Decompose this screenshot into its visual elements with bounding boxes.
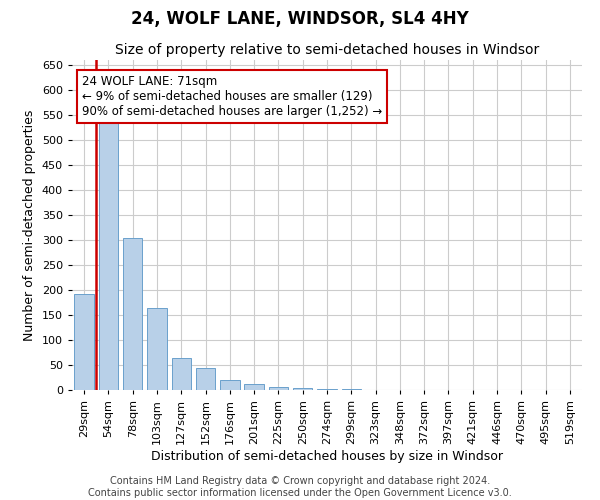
- Text: 24, WOLF LANE, WINDSOR, SL4 4HY: 24, WOLF LANE, WINDSOR, SL4 4HY: [131, 10, 469, 28]
- Bar: [244, 384, 264, 390]
- Bar: [293, 388, 313, 390]
- Bar: [123, 238, 142, 390]
- Text: Contains HM Land Registry data © Crown copyright and database right 2024.
Contai: Contains HM Land Registry data © Crown c…: [88, 476, 512, 498]
- Bar: [147, 308, 167, 390]
- Bar: [196, 368, 215, 390]
- Bar: [341, 389, 361, 390]
- Bar: [172, 358, 191, 390]
- X-axis label: Distribution of semi-detached houses by size in Windsor: Distribution of semi-detached houses by …: [151, 450, 503, 462]
- Text: 24 WOLF LANE: 71sqm
← 9% of semi-detached houses are smaller (129)
90% of semi-d: 24 WOLF LANE: 71sqm ← 9% of semi-detache…: [82, 75, 382, 118]
- Bar: [74, 294, 94, 390]
- Y-axis label: Number of semi-detached properties: Number of semi-detached properties: [23, 110, 36, 340]
- Bar: [317, 388, 337, 390]
- Title: Size of property relative to semi-detached houses in Windsor: Size of property relative to semi-detach…: [115, 44, 539, 58]
- Bar: [220, 380, 239, 390]
- Bar: [269, 386, 288, 390]
- Bar: [99, 122, 118, 390]
